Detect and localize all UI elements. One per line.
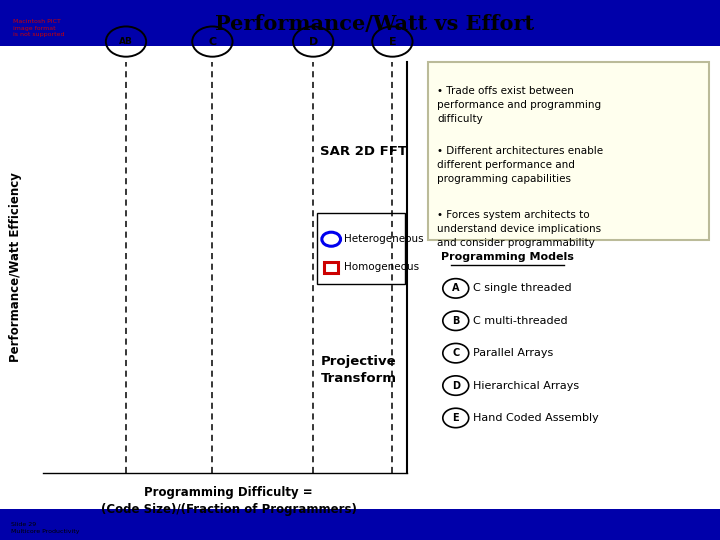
FancyBboxPatch shape <box>324 262 338 273</box>
Text: Homogeneous: Homogeneous <box>344 262 419 272</box>
Text: D: D <box>451 381 460 390</box>
Text: SAR 2D FFT: SAR 2D FFT <box>320 145 408 158</box>
Text: AB: AB <box>119 37 133 46</box>
Text: MIT Lincoln Laboratory: MIT Lincoln Laboratory <box>557 518 709 531</box>
Text: Heterogeneous: Heterogeneous <box>344 234 424 244</box>
FancyBboxPatch shape <box>428 62 709 240</box>
Text: B: B <box>452 316 459 326</box>
Text: • Forces system architects to
understand device implications
and consider progra: • Forces system architects to understand… <box>437 210 601 247</box>
Text: Programming Models: Programming Models <box>441 252 574 261</box>
Text: C: C <box>452 348 459 358</box>
Text: Slide 29
Multicore Productivity: Slide 29 Multicore Productivity <box>11 522 79 534</box>
Text: Hierarchical Arrays: Hierarchical Arrays <box>473 381 579 390</box>
Text: Performance/Watt vs Effort: Performance/Watt vs Effort <box>215 14 534 35</box>
Text: C: C <box>208 37 217 46</box>
FancyBboxPatch shape <box>317 213 405 284</box>
Text: Projective
Transform: Projective Transform <box>320 355 397 385</box>
Text: Performance/Watt Efficiency: Performance/Watt Efficiency <box>9 172 22 362</box>
Text: C multi-threaded: C multi-threaded <box>473 316 567 326</box>
Text: Macintosh PICT
image format
is not supported: Macintosh PICT image format is not suppo… <box>13 19 65 37</box>
Text: Hand Coded Assembly: Hand Coded Assembly <box>473 413 599 423</box>
Text: • Trade offs exist between
performance and programming
difficulty: • Trade offs exist between performance a… <box>437 86 601 124</box>
Text: Programming Difficulty =
(Code Size)/(Fraction of Programmers): Programming Difficulty = (Code Size)/(Fr… <box>101 486 356 516</box>
Text: • Different architectures enable
different performance and
programming capabilit: • Different architectures enable differe… <box>437 146 603 184</box>
Text: E: E <box>389 37 396 46</box>
FancyBboxPatch shape <box>0 509 720 540</box>
Text: D: D <box>309 37 318 46</box>
Text: C single threaded: C single threaded <box>473 284 572 293</box>
Text: E: E <box>452 413 459 423</box>
FancyBboxPatch shape <box>0 0 720 46</box>
Text: Parallel Arrays: Parallel Arrays <box>473 348 553 358</box>
Text: A: A <box>452 284 459 293</box>
